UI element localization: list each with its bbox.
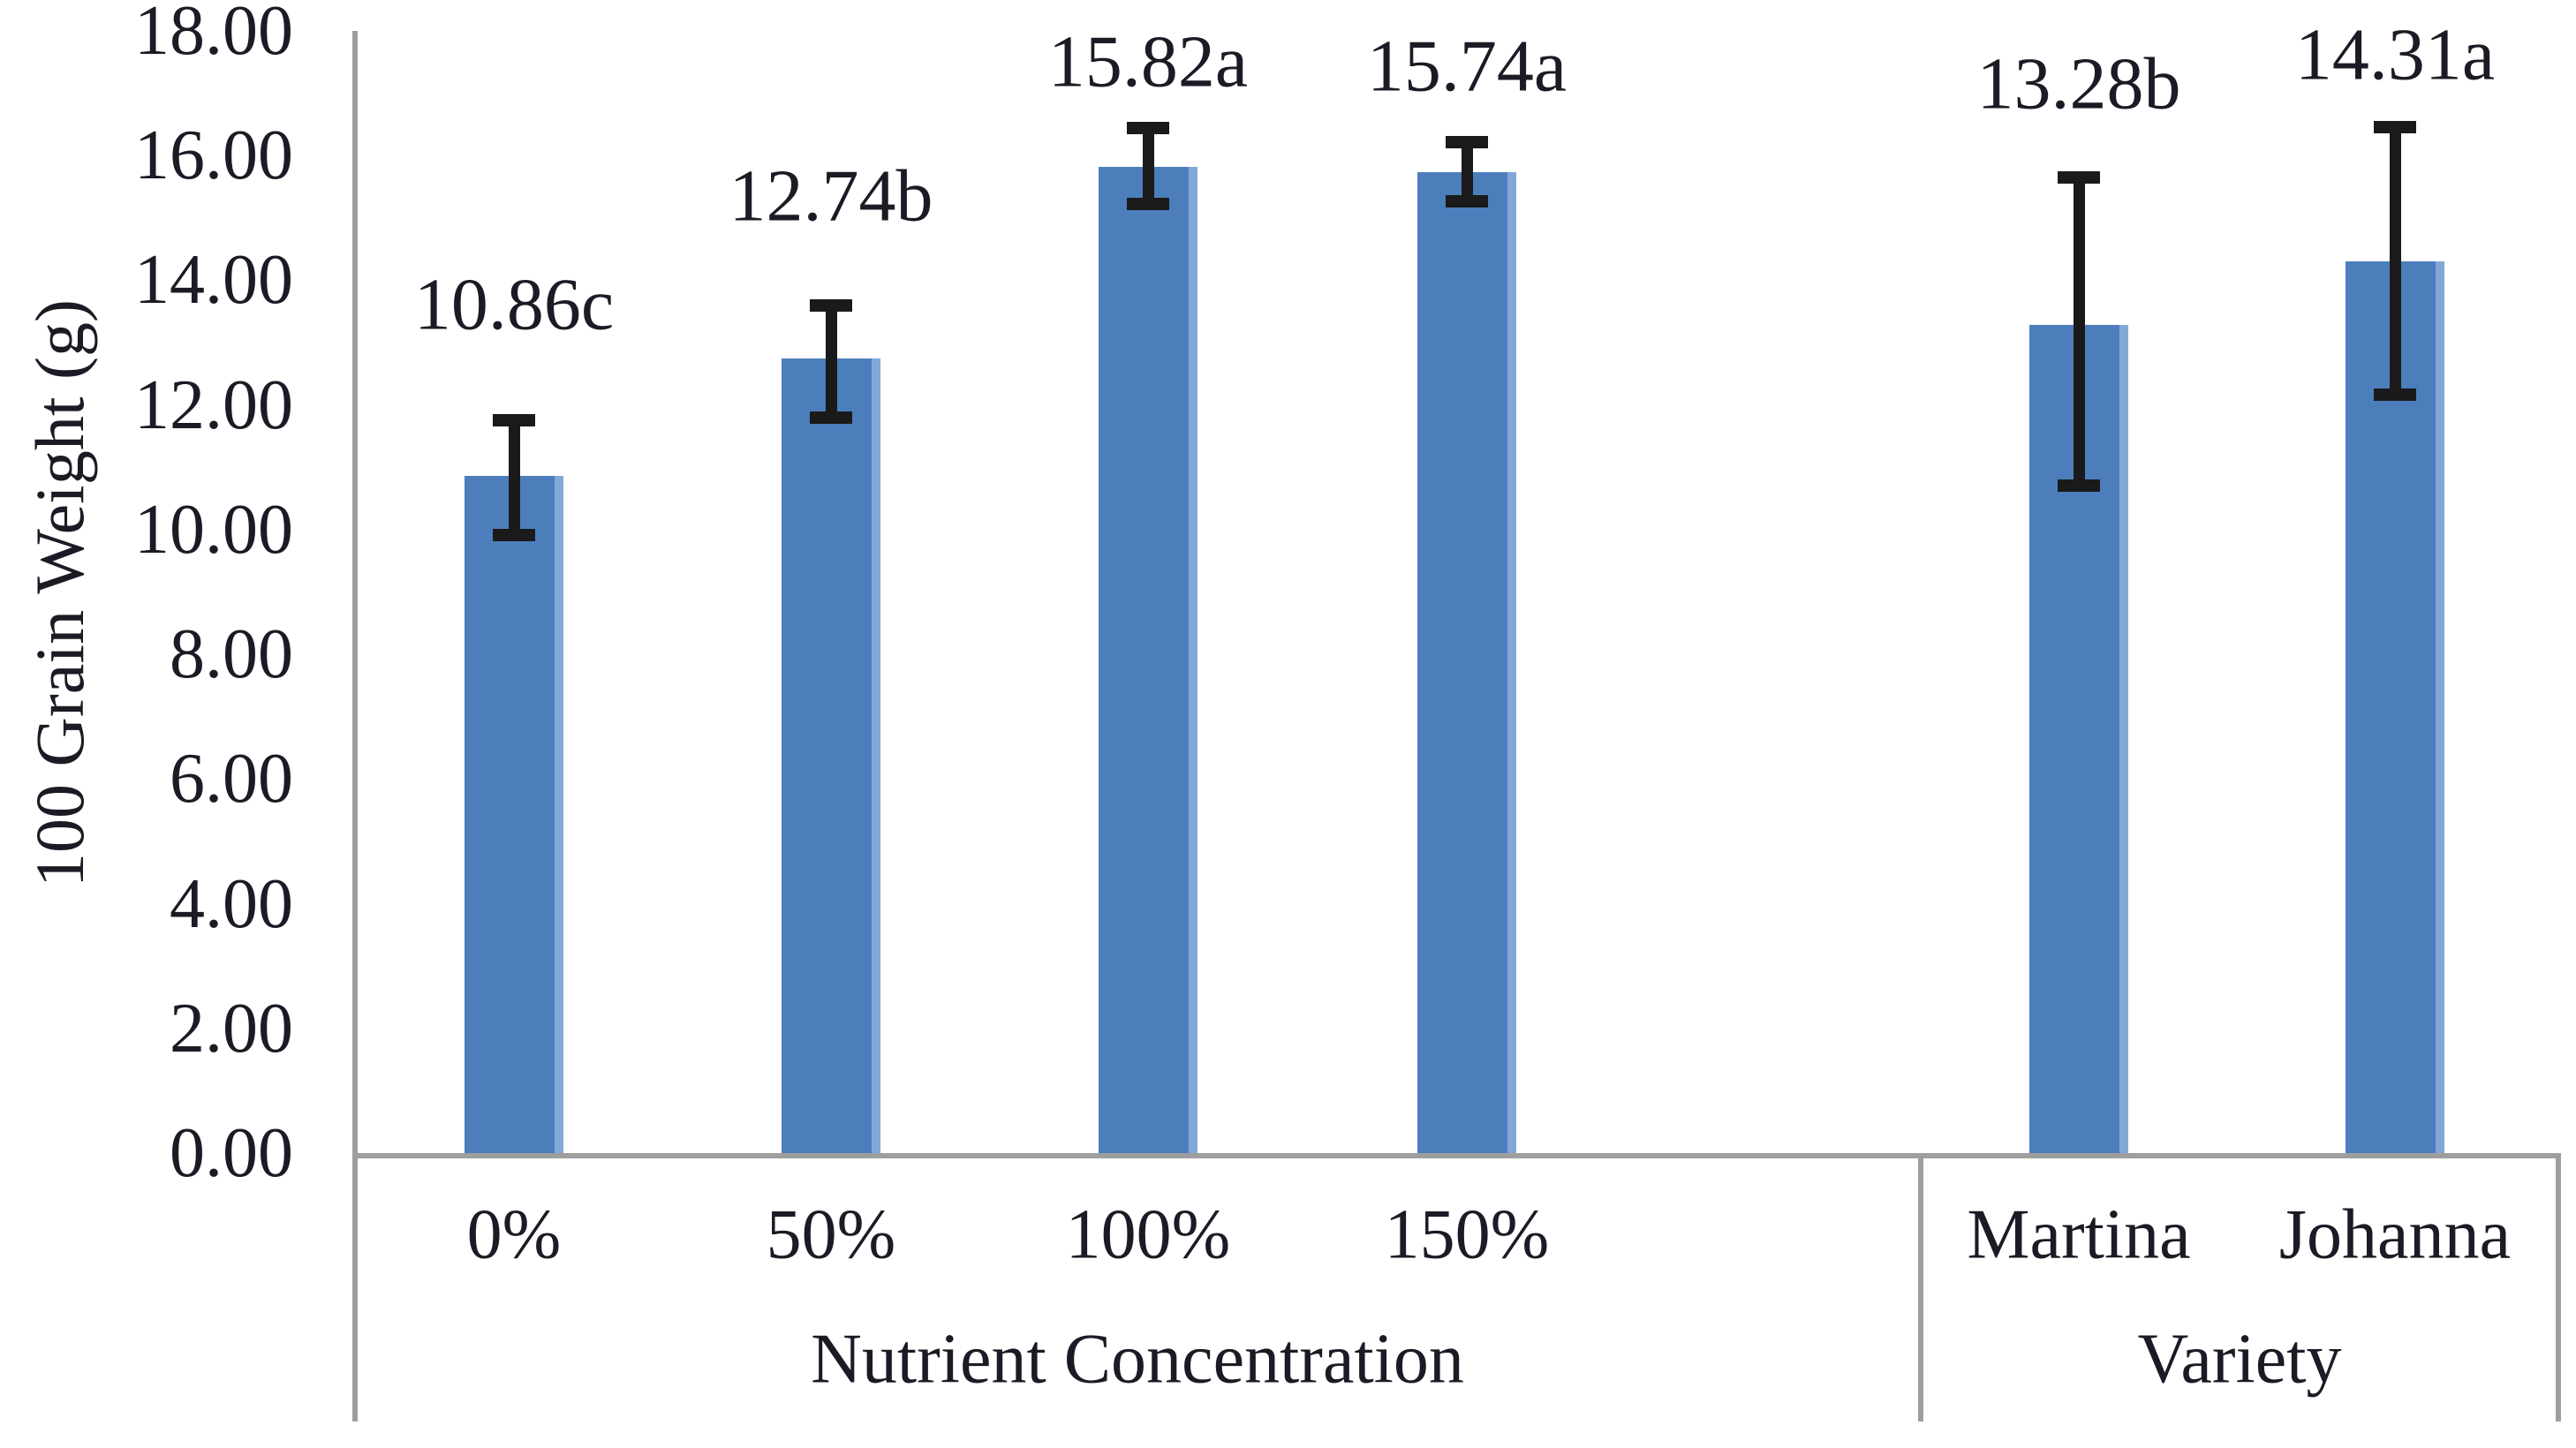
error-bar-bottom-cap (493, 529, 535, 542)
data-label: 15.82a (1047, 20, 1249, 103)
group-label-nutrient-concentration: Nutrient Concentration (811, 1320, 1464, 1399)
category-label: Martina (1967, 1195, 2191, 1274)
error-bar-bottom-cap (1127, 198, 1169, 211)
error-bar-stem (1142, 128, 1154, 205)
category-label: 50% (766, 1195, 896, 1274)
error-bar-stem (2073, 177, 2085, 486)
y-tick-label: 12.00 (134, 366, 293, 444)
error-bar-bottom-cap (2058, 479, 2100, 493)
y-tick-label: 10.00 (134, 490, 293, 569)
group-divider-line (1918, 1158, 1923, 1422)
bar (2346, 260, 2444, 1153)
y-tick-label: 4.00 (170, 864, 293, 943)
error-bar-top-cap (810, 299, 852, 313)
axis-right-border-line (2556, 1158, 2561, 1422)
y-tick-label: 2.00 (170, 989, 293, 1067)
data-label: 14.31a (2294, 13, 2496, 96)
error-bar-top-cap (1127, 122, 1169, 135)
y-tick-label: 6.00 (170, 740, 293, 818)
y-tick-label: 0.00 (170, 1114, 293, 1192)
data-label: 10.86c (413, 263, 615, 346)
error-bar-bottom-cap (1446, 195, 1488, 208)
data-label: 13.28b (1976, 42, 2181, 125)
error-bar-stem (2389, 126, 2401, 396)
y-tick-label: 18.00 (134, 0, 293, 70)
y-tick-label: 14.00 (134, 241, 293, 320)
category-label: Johanna (2278, 1195, 2512, 1274)
category-label: 100% (1065, 1195, 1231, 1274)
bar (782, 358, 880, 1153)
error-bar-stem (1461, 142, 1473, 202)
x-axis-line (352, 1153, 2561, 1158)
error-bar-stem (508, 419, 520, 536)
data-label: 15.74a (1366, 25, 1568, 108)
group-label-variety: Variety (2137, 1320, 2342, 1399)
bar (465, 476, 563, 1153)
y-axis-line (352, 31, 358, 1422)
bar (1099, 166, 1197, 1153)
y-tick-label: 16.00 (134, 117, 293, 195)
error-bar-top-cap (493, 413, 535, 426)
data-label: 12.74b (729, 155, 933, 238)
error-bar-bottom-cap (810, 411, 852, 425)
error-bar-bottom-cap (2374, 388, 2416, 402)
error-bar-top-cap (1446, 136, 1488, 149)
category-label: 0% (466, 1195, 562, 1274)
category-label: 150% (1384, 1195, 1550, 1274)
error-bar-top-cap (2374, 120, 2416, 133)
error-bar-top-cap (2058, 170, 2100, 184)
bar (1417, 171, 1516, 1153)
error-bar-stem (825, 305, 837, 419)
y-tick-label: 8.00 (170, 615, 293, 694)
